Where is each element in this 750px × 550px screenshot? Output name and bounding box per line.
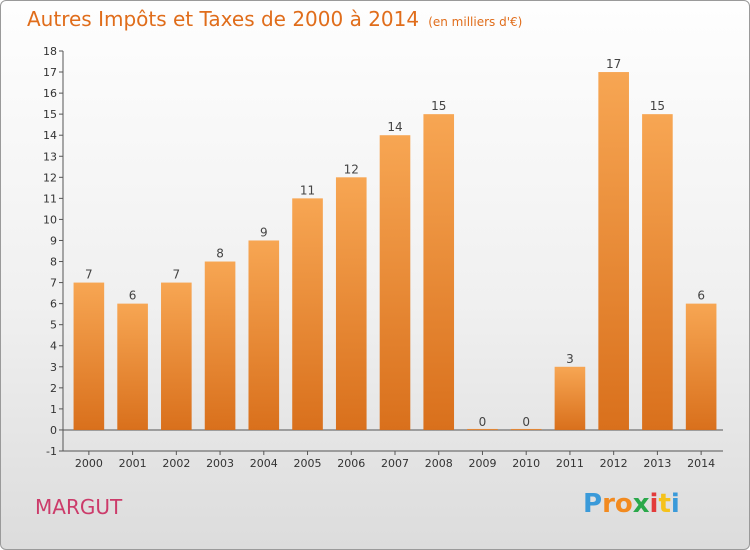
bar-2004 (248, 240, 280, 430)
y-tick-label: 14 (43, 129, 57, 142)
x-tick-label-2007: 2007 (381, 457, 409, 470)
bar-2010 (510, 428, 542, 430)
logo-letter: i (670, 489, 680, 519)
chart-title: Autres Impôts et Taxes de 2000 à 2014 (e… (27, 7, 522, 31)
x-tick-label-2008: 2008 (425, 457, 453, 470)
bar-2002 (161, 282, 192, 430)
value-label-2004: 9 (260, 225, 268, 239)
y-tick-label: 18 (43, 45, 57, 58)
y-tick-label: 8 (50, 256, 57, 269)
value-label-2012: 17 (606, 57, 621, 71)
x-tick-label-2009: 2009 (468, 457, 496, 470)
commune-name: MARGUT (35, 495, 123, 519)
x-tick-label-2012: 2012 (600, 457, 628, 470)
logo-letter: t (658, 489, 671, 519)
x-tick-label-2010: 2010 (512, 457, 540, 470)
value-label-2007: 14 (387, 120, 402, 134)
bar-2009 (467, 428, 498, 430)
bar-2012 (598, 72, 629, 430)
value-label-2008: 15 (431, 99, 446, 113)
y-tick-label: 7 (50, 277, 57, 290)
bar-2011 (554, 366, 586, 430)
value-label-2003: 8 (216, 247, 224, 261)
x-tick-label-2002: 2002 (162, 457, 190, 470)
value-label-2009: 0 (479, 415, 487, 429)
y-tick-label: 9 (50, 234, 57, 247)
y-tick-label: 5 (50, 319, 57, 332)
y-tick-label: 11 (43, 192, 57, 205)
y-tick-label: 4 (50, 340, 57, 353)
y-tick-label: 13 (43, 150, 57, 163)
logo-letter: o (614, 489, 633, 519)
y-tick-label: 6 (50, 298, 57, 311)
bar-2000 (73, 282, 105, 430)
logo-letter: x (632, 489, 650, 519)
bar-2007 (379, 135, 411, 430)
value-label-2011: 3 (566, 352, 574, 366)
value-label-2006: 12 (344, 162, 359, 176)
bar-2008 (423, 114, 455, 430)
value-label-2010: 0 (522, 415, 530, 429)
y-tick-label: 10 (43, 213, 57, 226)
value-label-2013: 15 (650, 99, 665, 113)
y-tick-label: 16 (43, 87, 57, 100)
y-tick-label: 0 (50, 424, 57, 437)
y-tick-label: 1 (50, 403, 57, 416)
x-tick-label-2011: 2011 (556, 457, 584, 470)
value-label-2000: 7 (85, 268, 93, 282)
x-tick-label-2006: 2006 (337, 457, 365, 470)
logo-letter: r (602, 489, 615, 519)
bar-2003 (204, 261, 236, 430)
value-label-2002: 7 (173, 268, 181, 282)
value-label-2001: 6 (129, 289, 137, 303)
y-tick-label: 12 (43, 171, 57, 184)
logo-letter: i (649, 489, 659, 519)
y-tick-label: 17 (43, 66, 57, 79)
x-tick-label-2000: 2000 (75, 457, 103, 470)
x-tick-label-2013: 2013 (643, 457, 671, 470)
value-label-2005: 11 (300, 183, 315, 197)
y-tick-label: -1 (46, 445, 57, 458)
proxiti-logo: Proxiti (583, 489, 680, 519)
y-tick-label: 3 (50, 361, 57, 374)
logo-letter: P (583, 489, 603, 519)
x-tick-label-2005: 2005 (294, 457, 322, 470)
x-tick-label-2001: 2001 (119, 457, 147, 470)
x-tick-label-2003: 2003 (206, 457, 234, 470)
bar-2014 (685, 303, 717, 430)
x-tick-label-2004: 2004 (250, 457, 278, 470)
y-tick-label: 15 (43, 108, 57, 121)
chart-title-text: Autres Impôts et Taxes de 2000 à 2014 (27, 7, 420, 31)
bar-2013 (642, 114, 673, 430)
bar-2005 (292, 198, 323, 430)
x-tick-label-2014: 2014 (687, 457, 715, 470)
bar-2001 (117, 303, 148, 430)
y-tick-label: 2 (50, 382, 57, 395)
value-label-2014: 6 (697, 289, 705, 303)
chart-unit-text: (en milliers d'€) (428, 15, 523, 29)
bar-2006 (335, 177, 367, 430)
